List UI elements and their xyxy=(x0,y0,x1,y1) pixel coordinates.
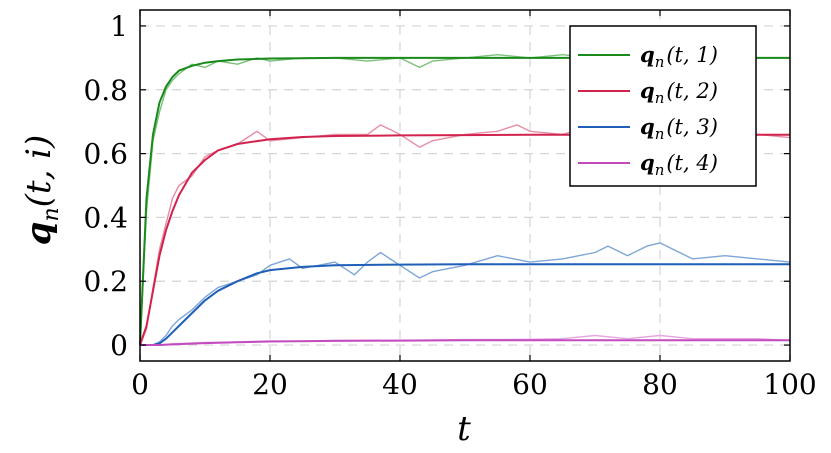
x-tick-label: 100 xyxy=(763,368,816,401)
y-axis-label: qn(t, i) xyxy=(19,135,64,246)
y-tick-label: 0.2 xyxy=(83,265,128,298)
x-tick-label: 60 xyxy=(512,368,548,401)
x-tick-label: 20 xyxy=(252,368,288,401)
legend-label-4: qn(t, 4) xyxy=(640,150,718,179)
y-tick-label: 0.6 xyxy=(83,138,128,171)
y-tick-label: 0.8 xyxy=(83,74,128,107)
x-tick-label: 0 xyxy=(131,368,149,401)
series-line-3 xyxy=(140,263,790,346)
axis-ticks: 0 20 40 60 80 100 0 0.2 0.4 0.6 0.8 1 xyxy=(83,10,816,401)
legend-box xyxy=(569,25,757,187)
plot-frame xyxy=(139,9,791,362)
y-axis-label-args: (t, i) xyxy=(19,135,59,208)
y-tick-label: 0 xyxy=(110,329,128,362)
y-axis-label-symbol: q xyxy=(19,222,59,246)
legend-label-3: qn(t, 3) xyxy=(640,114,718,143)
grid-lines xyxy=(140,10,790,361)
y-tick-label: 1 xyxy=(110,10,128,43)
noisy-series-line-3 xyxy=(140,242,791,346)
series-line-4 xyxy=(140,339,790,346)
y-axis-label-subscript: n xyxy=(39,207,64,221)
legend-label-2: qn(t, 2) xyxy=(640,78,718,107)
x-axis-label: t xyxy=(457,409,471,449)
legend-label-1: qn(t, 1) xyxy=(640,42,718,71)
y-tick-label: 0.4 xyxy=(83,201,128,234)
legend: qn(t, 1) qn(t, 2) qn(t, 3) qn(t, 4) xyxy=(569,25,757,187)
x-tick-label: 40 xyxy=(382,368,418,401)
x-tick-label: 80 xyxy=(642,368,678,401)
